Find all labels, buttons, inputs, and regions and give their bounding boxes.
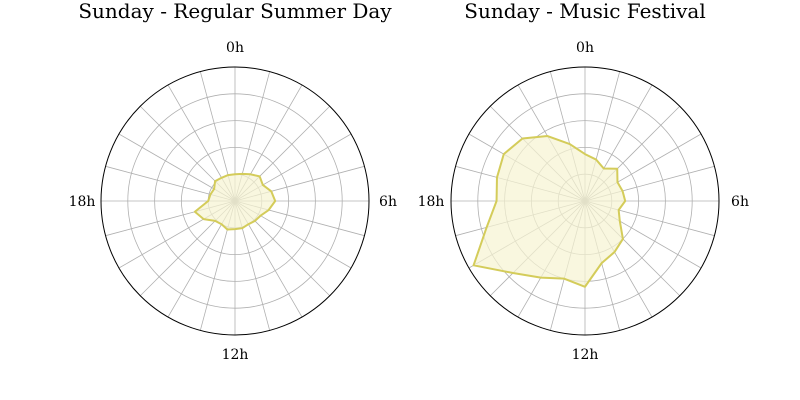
data-point	[622, 238, 624, 240]
data-point	[214, 220, 216, 222]
chart-title: Sunday - Music Festival	[464, 0, 705, 23]
data-point	[226, 228, 229, 231]
data-point	[213, 188, 215, 190]
data-point	[613, 251, 616, 253]
chart-title: Sunday - Regular Summer Day	[78, 0, 392, 23]
data-point	[207, 200, 209, 202]
data-point	[619, 220, 621, 222]
data-point	[234, 173, 236, 175]
data-point	[539, 276, 542, 279]
theta-tick-label: 12h	[572, 347, 599, 363]
data-point	[496, 176, 498, 179]
data-point	[600, 262, 603, 264]
data-point	[241, 173, 244, 175]
data-point	[485, 226, 488, 229]
data-point	[495, 200, 498, 202]
theta-tick-label: 6h	[379, 194, 397, 210]
theta-tick-label: 18h	[418, 194, 445, 210]
polar-panel-music-festival: Sunday - Music Festival 0h 6h 12h 18h	[418, 0, 749, 363]
data-point	[220, 176, 223, 179]
polar-panel-regular-day: Sunday - Regular Summer Day 0h 6h 12h 18…	[69, 0, 397, 363]
data-point	[521, 137, 524, 140]
polar-frame	[450, 66, 720, 336]
data-point	[262, 184, 264, 186]
theta-tick-label: 12h	[222, 347, 249, 363]
data-point	[227, 174, 229, 176]
data-point	[202, 218, 205, 220]
data-point	[259, 214, 262, 217]
data-point	[241, 227, 244, 229]
data-point	[209, 193, 212, 196]
polar-frame	[100, 66, 370, 336]
data-point	[584, 153, 586, 155]
data-point	[472, 264, 475, 267]
data-point	[584, 285, 586, 288]
data-point	[512, 272, 514, 274]
data-point	[617, 209, 620, 211]
data-point	[254, 220, 256, 222]
data-point	[270, 190, 273, 193]
data-point	[595, 158, 597, 161]
data-point	[247, 223, 250, 226]
data-point	[616, 181, 619, 184]
data-point	[220, 223, 223, 226]
data-point	[624, 200, 626, 202]
data-point	[568, 143, 571, 145]
data-point	[502, 153, 505, 155]
series-area	[193, 172, 277, 231]
theta-tick-label: 0h	[576, 40, 594, 56]
data-point	[234, 228, 236, 230]
data-point	[621, 190, 624, 192]
data-point	[563, 277, 565, 280]
data-point	[616, 167, 619, 170]
data-point	[274, 200, 277, 202]
theta-tick-label: 18h	[69, 194, 96, 210]
theta-tick-label: 6h	[731, 194, 749, 210]
data-point	[249, 173, 252, 176]
data-point	[194, 210, 196, 213]
data-point	[546, 135, 549, 137]
theta-tick-label: 0h	[226, 40, 244, 56]
data-point	[258, 175, 261, 178]
series-area	[472, 135, 627, 288]
data-point	[267, 209, 270, 211]
data-point	[602, 167, 605, 170]
data-point	[214, 180, 216, 182]
